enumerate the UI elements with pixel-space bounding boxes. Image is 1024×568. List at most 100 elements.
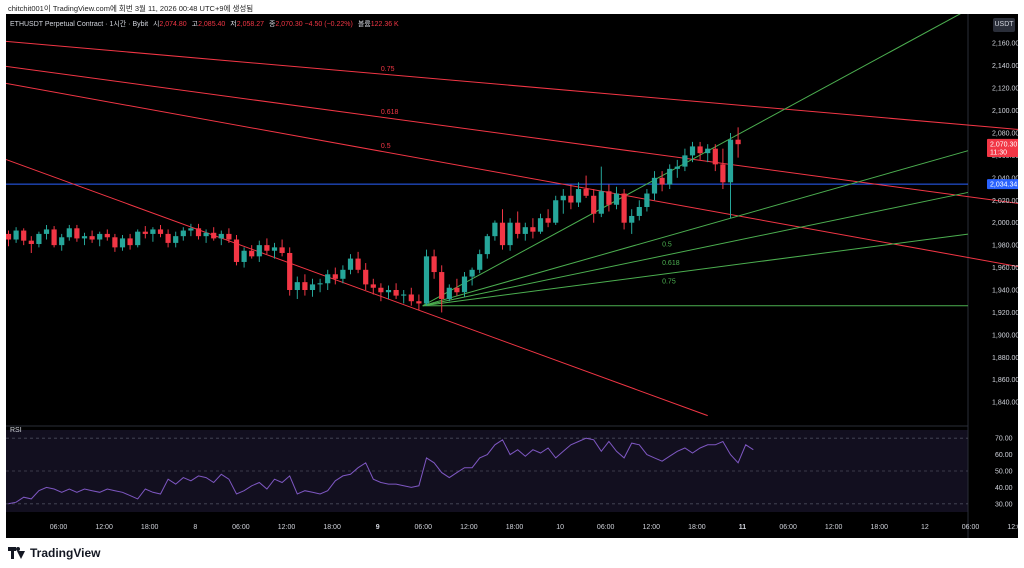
candle-body [180,230,186,237]
candle-body [112,237,118,248]
time-tick-label: 18:00 [688,524,706,531]
candle-body [454,287,460,293]
candle-body [104,233,110,238]
candle-body [89,236,95,240]
price-label-text: 2,034.34 [990,182,1017,189]
candle-body [499,222,506,246]
fib-red-line-0 [6,40,1018,130]
low-value: 2,058.27 [236,21,264,28]
candle-body [689,146,696,156]
candle-body [461,276,468,293]
fib-red-label: 0.618 [381,109,399,116]
candle-body [560,195,566,201]
low-label: 저 [230,21,237,28]
fan-label: 0.618 [662,260,680,267]
time-tick-label: 12 [921,524,929,531]
candle-body [211,232,217,239]
close-value: 2,070.30 [275,21,303,28]
rsi-label: RSI [10,427,22,434]
price-label-badge [987,138,1018,149]
candle-body [36,233,42,245]
candle-body [59,237,65,246]
price-label-text: 2,070.30 [990,141,1017,148]
candle-body [317,283,323,285]
candle-body [667,168,673,185]
chart-frame[interactable]: ETHUSDT Perpetual Contract · 1시간 · Bybit… [6,14,1018,538]
candle-body [97,233,103,240]
candle-body [727,139,734,183]
candle-body [416,301,422,304]
candle-body [203,232,209,237]
candle-body [325,274,331,284]
price-tick-label: 2,140.00 [992,63,1018,70]
candle-body [241,250,247,262]
candle-body [568,195,574,203]
candle-body [157,229,164,234]
candle-body [401,294,407,296]
candle-body [188,228,194,231]
fib-red-line-2 [6,82,1018,268]
price-tick-label: 1,880.00 [992,355,1018,362]
candle-body [446,287,452,299]
price-tick-label: 1,860.00 [992,377,1018,384]
candle-body [651,177,658,194]
candle-body [636,206,642,216]
candle-body [173,236,179,243]
price-tick-label: 2,120.00 [992,86,1018,93]
candle-body [659,177,665,185]
price-tick-label: 2,020.00 [992,198,1018,205]
fib-red-label: 0.75 [381,66,395,73]
volume-label: 볼륨 [357,21,371,28]
time-tick-label: 11 [739,524,747,531]
candle-body [249,250,255,257]
price-tick-label: 2,080.00 [992,130,1018,137]
time-tick-label: 06:00 [232,524,250,531]
price-tick-label: 2,000.00 [992,220,1018,227]
chart-canvas[interactable]: 0.75 0.618 0.5 0.5 0.618 0.75 2,160.00 2,140.00… [6,14,1018,538]
price-tick-label: 1,900.00 [992,332,1018,339]
fib-red-line-3 [6,158,708,417]
candle-body [142,231,148,234]
currency-button[interactable]: USDT [993,18,1015,32]
candle-body [340,269,346,279]
tradingview-logo-icon [8,547,26,559]
high-value: 2,085.40 [198,21,226,28]
time-tick-label: 8 [193,524,197,531]
candle-body [720,164,726,183]
candle-body [575,189,582,203]
time-tick-label: 9 [376,524,380,531]
price-tick-label: 2,040.00 [992,175,1018,182]
candle-body [309,284,316,290]
candle-body [621,193,627,223]
rsi-tick-label: 40.00 [995,485,1013,492]
candle-body [13,230,19,240]
candle-body [606,191,612,205]
candle-body [469,269,475,277]
time-tick-label: 18:00 [871,524,889,531]
time-tick-label: 12:00 [95,524,113,531]
time-tick-label: 18:00 [323,524,341,531]
candle-body [195,228,202,237]
price-tick-label: 1,980.00 [992,243,1018,250]
brand-logo: TradingView [8,546,100,560]
candle-body [43,229,50,234]
candle-body [712,148,718,165]
candle-body [492,222,498,237]
candle-body [332,274,338,279]
change-value: −4.50 (−0.22%) [304,21,353,28]
candle-body [393,290,399,296]
candle-body [81,236,88,239]
candle-body [165,233,171,243]
candle-body [484,236,490,255]
candle-body [51,229,57,246]
candle-body [674,166,680,169]
candle-body [66,228,72,238]
candle-body [629,215,635,223]
price-label-text: 11:30 [990,150,1007,157]
fan-label: 0.75 [662,278,676,285]
candle-body [355,258,361,270]
open-label: 시 [152,21,160,28]
candle-body [127,238,133,246]
candle-body [150,229,156,234]
candle-body [28,240,34,245]
